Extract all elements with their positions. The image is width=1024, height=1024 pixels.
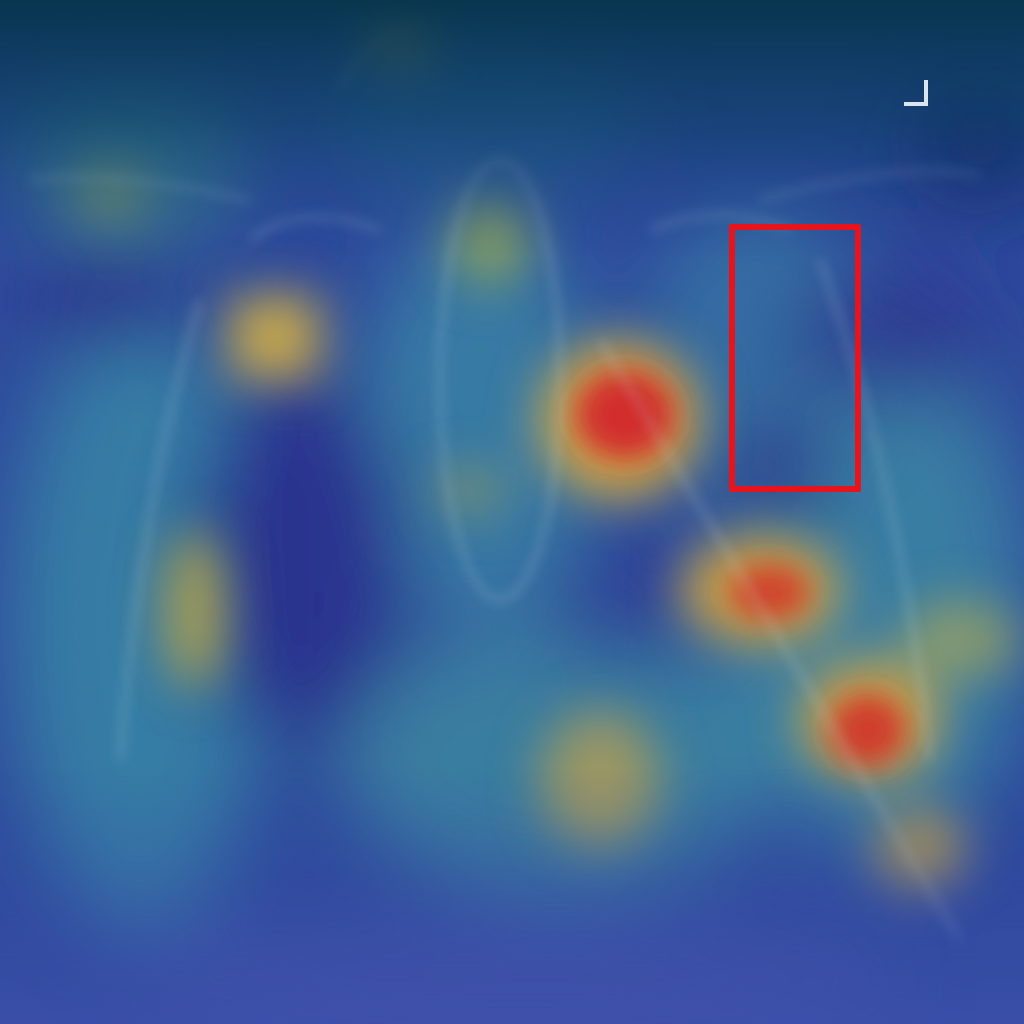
corner-bracket-icon bbox=[904, 80, 928, 106]
region-of-interest-box bbox=[729, 224, 861, 492]
